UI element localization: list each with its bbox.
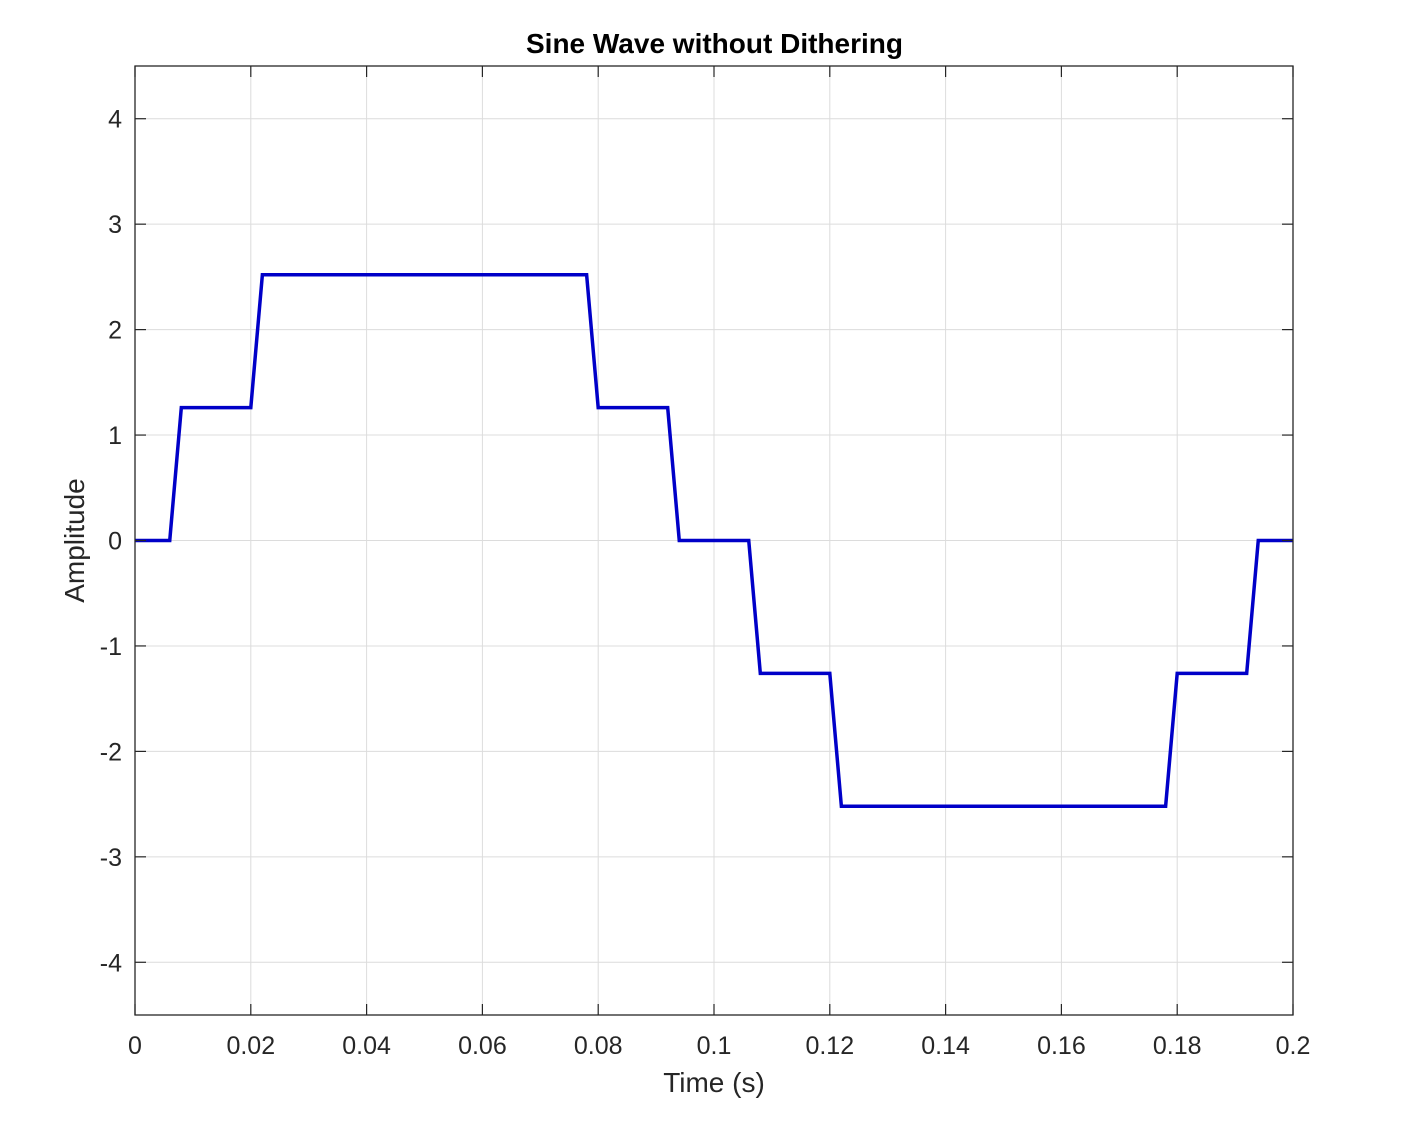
y-tick-label: -2 (100, 738, 122, 766)
y-tick-label: 0 (108, 528, 122, 556)
y-tick-label: 3 (108, 211, 122, 239)
y-tick-label: 4 (108, 106, 122, 134)
y-axis-tick-labels: 4 3 2 1 0 -1 -2 -3 -4 (100, 106, 122, 978)
x-tick-label: 0.1 (697, 1032, 732, 1060)
x-tick-label: 0.2 (1276, 1032, 1311, 1060)
x-tick-label: 0 (128, 1032, 142, 1060)
y-tick-label: 2 (108, 317, 122, 345)
y-tick-label: 1 (108, 422, 122, 450)
x-tick-label: 0.16 (1037, 1032, 1086, 1060)
x-axis-tick-labels: 0 0.02 0.04 0.06 0.08 0.1 0.12 0.14 0.16 0.18 0.2 (128, 1032, 1310, 1060)
x-tick-label: 0.06 (458, 1032, 507, 1060)
y-tick-label: -3 (100, 844, 122, 872)
x-tick-label: 0.14 (921, 1032, 970, 1060)
tick-marks (134, 66, 1294, 1015)
y-tick-label: -1 (100, 633, 122, 661)
x-tick-label: 0.04 (342, 1032, 391, 1060)
x-tick-label: 0.02 (226, 1032, 275, 1060)
x-tick-label: 0.12 (805, 1032, 854, 1060)
series-line (135, 273, 1293, 808)
x-tick-label: 0.08 (574, 1032, 623, 1060)
chart-title: Sine Wave without Dithering (526, 28, 903, 59)
y-tick-label: -4 (100, 949, 122, 977)
x-tick-label: 0.18 (1153, 1032, 1202, 1060)
y-axis-label: Amplitude (59, 478, 90, 603)
x-axis-label: Time (s) (663, 1067, 765, 1098)
series-layer (135, 273, 1293, 808)
